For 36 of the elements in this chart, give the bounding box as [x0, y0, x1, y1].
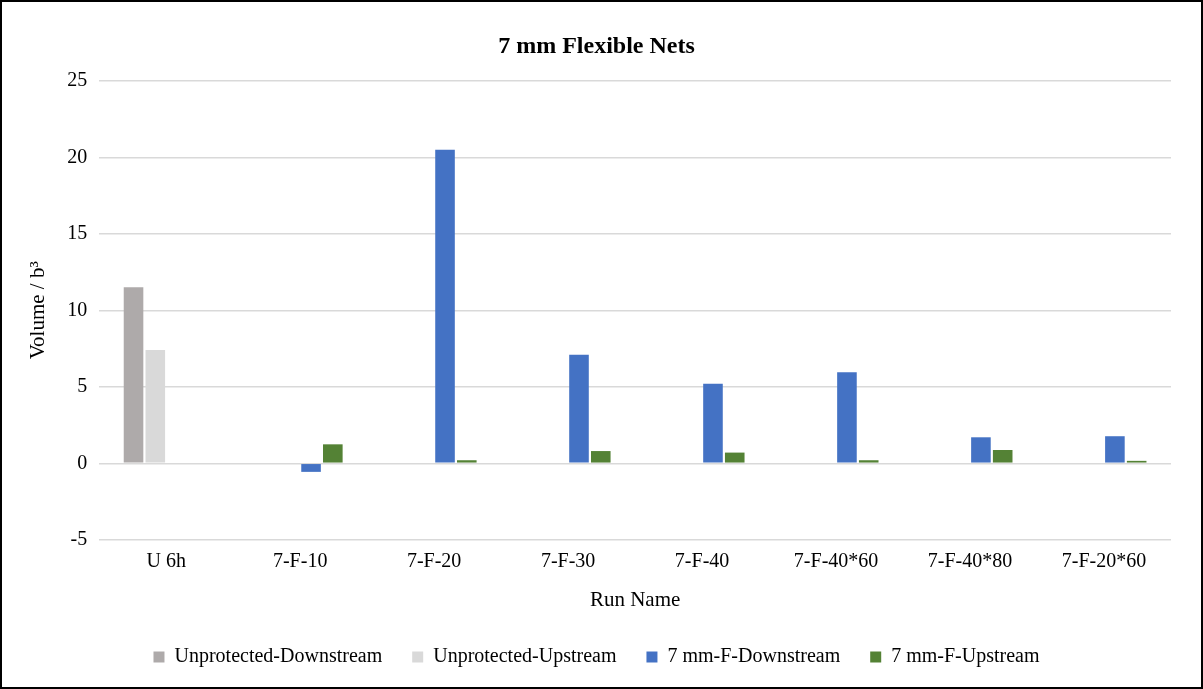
- bar: [992, 449, 1013, 463]
- x-tick-label: 7-F-20: [406, 549, 462, 572]
- bar: [123, 287, 144, 463]
- y-tick-label: 0: [77, 450, 88, 473]
- x-tick-label: 7-F-40*80: [927, 549, 1013, 572]
- legend-label: Unprotected-Downstream: [174, 644, 383, 668]
- x-tick-label: 7-F-40*60: [793, 549, 879, 572]
- bar: [837, 372, 857, 463]
- x-tick-label: 7-F-20*60: [1061, 549, 1147, 572]
- legend-label: Unprotected-Upstream: [433, 644, 617, 668]
- y-tick-label: 15: [67, 221, 88, 244]
- y-tick-label: 5: [77, 374, 88, 397]
- bar: [435, 149, 455, 463]
- y-tick-label: -5: [70, 527, 88, 550]
- x-axis-title: Run Name: [589, 586, 681, 611]
- legend-label: 7 mm-F-Upstream: [891, 644, 1040, 668]
- y-tick-label: 25: [67, 68, 88, 91]
- bar: [590, 451, 611, 463]
- bar: [724, 452, 745, 463]
- y-tick-label: 10: [67, 297, 88, 320]
- x-tick-label: 7-F-40: [674, 549, 730, 572]
- y-tick-label: 20: [67, 144, 88, 167]
- y-axis-title: Volume / b³: [25, 261, 50, 360]
- x-tick-label: 7-F-10: [272, 549, 328, 572]
- bar: [457, 460, 477, 463]
- legend-label: 7 mm-F-Downstream: [667, 644, 841, 667]
- bar: [703, 383, 723, 463]
- x-tick-label: U 6h: [146, 549, 186, 572]
- chart-title: 7 mm Flexible Nets: [498, 31, 695, 58]
- x-tick-label: 7-F-30: [540, 549, 596, 572]
- bar: [858, 460, 879, 463]
- bar: [323, 444, 343, 463]
- bar: [301, 464, 321, 472]
- bar: [569, 354, 589, 463]
- bar: [1105, 436, 1125, 463]
- bar: [971, 437, 991, 463]
